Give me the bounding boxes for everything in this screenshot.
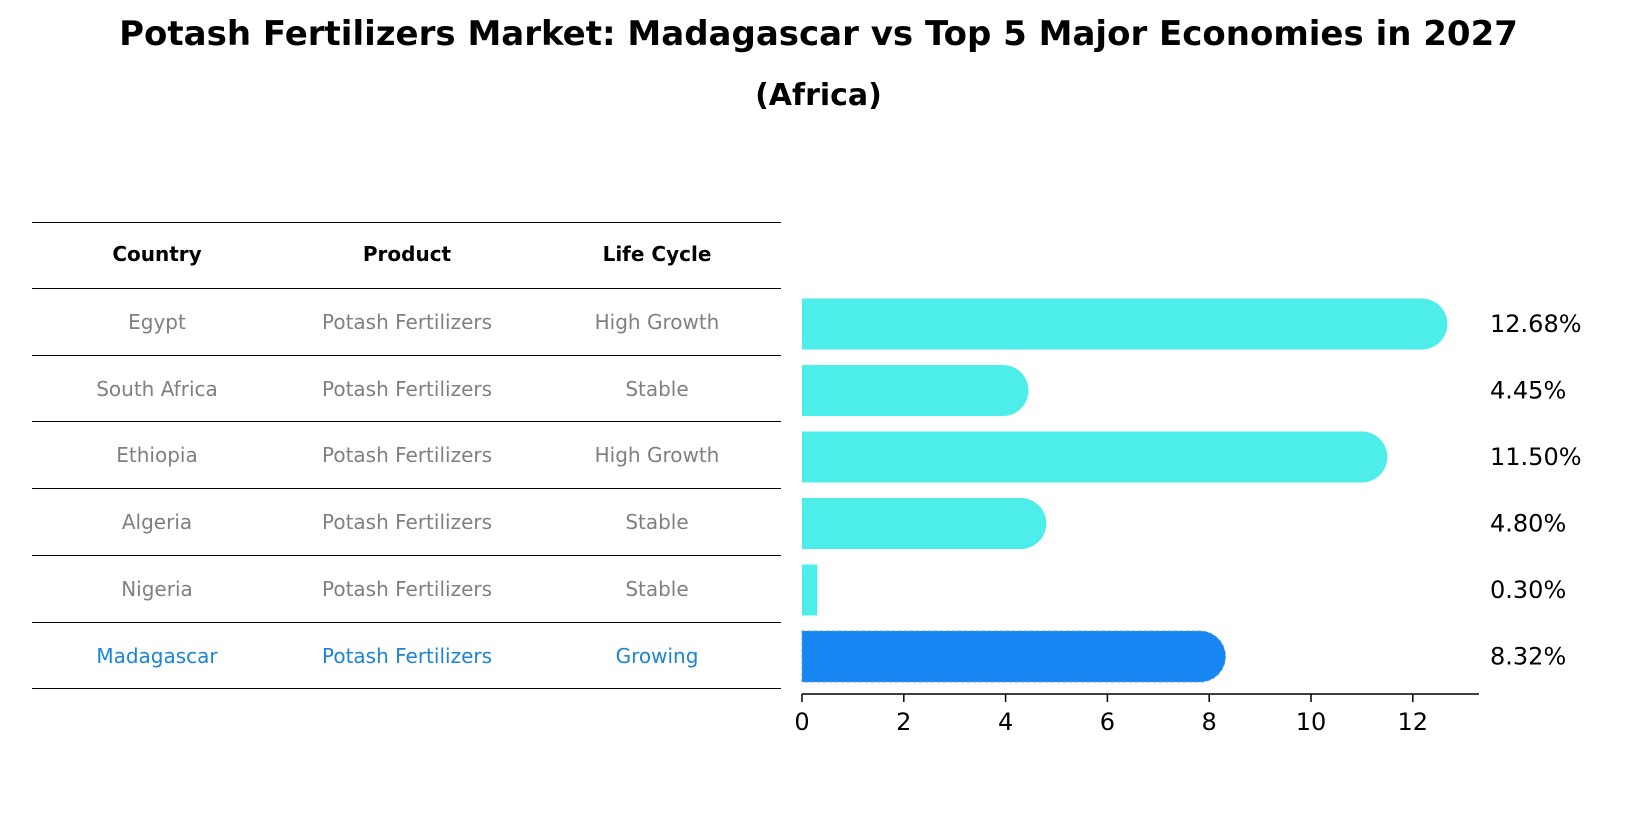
table-rule-top (32, 222, 781, 223)
table-rule-header (32, 288, 781, 289)
bar-value-label: 8.32% (1490, 643, 1566, 671)
bar (802, 365, 1029, 416)
row-life-cycle: High Growth (594, 310, 720, 334)
bar-value-label: 4.45% (1490, 377, 1566, 405)
table-rule (32, 622, 781, 623)
row-product: Potash Fertilizers (321, 310, 493, 334)
table-rule (32, 421, 781, 422)
x-tick-label: 10 (1296, 708, 1327, 736)
table-rule (32, 355, 781, 356)
bar-value-label: 0.30% (1490, 576, 1566, 604)
x-tick-label: 0 (794, 708, 809, 736)
header-country: Country (112, 242, 202, 266)
row-product: Potash Fertilizers (321, 510, 493, 534)
row-country: South Africa (96, 377, 218, 401)
row-product-highlight: Potash Fertilizers (321, 644, 493, 668)
row-life-cycle: Stable (625, 377, 689, 401)
row-life-cycle-highlight: Growing (615, 644, 699, 668)
table-rule (32, 488, 781, 489)
row-product: Potash Fertilizers (321, 443, 493, 467)
table-rule (32, 555, 781, 556)
row-country: Nigeria (121, 577, 193, 601)
row-country-highlight: Madagascar (96, 644, 218, 668)
row-product: Potash Fertilizers (321, 577, 493, 601)
chart-title: Potash Fertilizers Market: Madagascar vs… (119, 14, 1518, 54)
bar (802, 298, 1448, 350)
x-tick-label: 6 (1100, 708, 1115, 736)
bar (802, 564, 818, 616)
x-tick-label: 4 (998, 708, 1013, 736)
bar-highlight (801, 630, 1226, 683)
table-rule-bottom (32, 688, 781, 689)
bar (802, 498, 1047, 549)
x-tick-label: 2 (896, 708, 911, 736)
header-life-cycle: Life Cycle (602, 242, 712, 266)
row-life-cycle: High Growth (594, 443, 720, 467)
row-life-cycle: Stable (625, 510, 689, 534)
bar-value-label: 12.68% (1490, 310, 1582, 338)
x-tick-label: 8 (1202, 708, 1217, 736)
bar-value-label: 11.50% (1490, 443, 1582, 471)
bar-value-label: 4.80% (1490, 510, 1566, 538)
row-country: Algeria (121, 510, 193, 534)
chart-subtitle: (Africa) (755, 78, 882, 113)
bar (802, 431, 1388, 483)
row-life-cycle: Stable (625, 577, 689, 601)
header-product: Product (362, 242, 452, 266)
row-country: Egypt (128, 310, 186, 334)
row-country: Ethiopia (116, 443, 198, 467)
row-product: Potash Fertilizers (321, 377, 493, 401)
x-tick-label: 12 (1398, 708, 1429, 736)
